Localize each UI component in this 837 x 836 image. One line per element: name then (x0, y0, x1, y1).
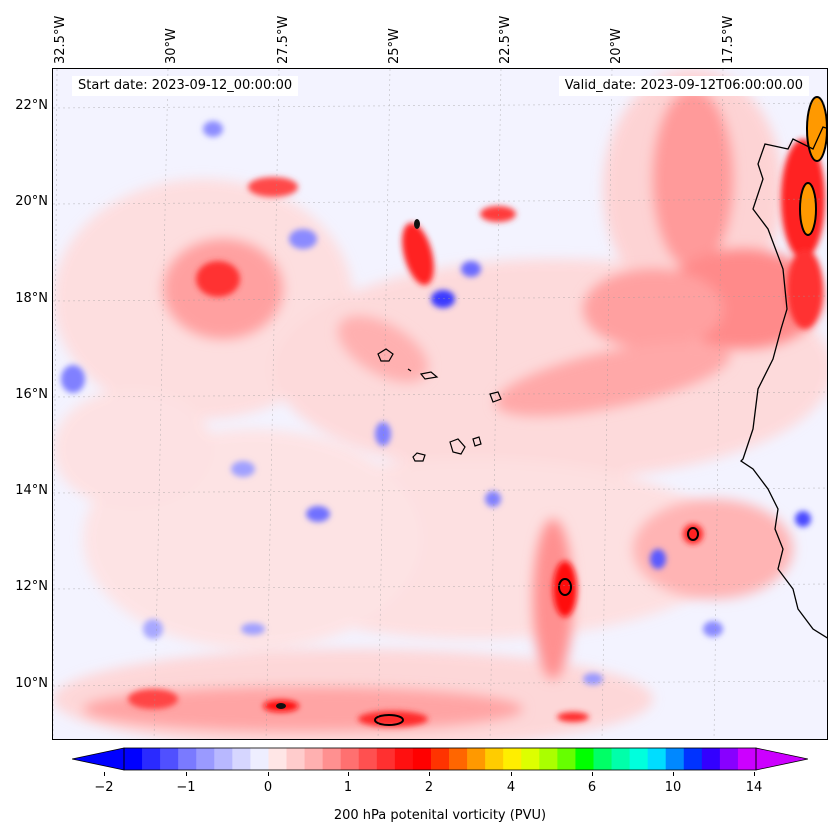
colorbar-segment (521, 748, 540, 770)
colorbar-segment (647, 748, 667, 770)
colorbar-segment (340, 748, 360, 770)
cb-tickmark-14 (754, 772, 755, 776)
cb-tick-2: 2 (424, 780, 434, 795)
colorbar-segment (485, 748, 504, 770)
lon-label-25w: 25°W (387, 28, 402, 64)
cb-tickmark-10 (673, 772, 674, 776)
pv-field-map (53, 69, 827, 739)
colorbar-segment (322, 748, 342, 770)
cb-tickmark-2 (429, 772, 430, 776)
colorbar-segment (629, 748, 649, 770)
colorbar-label: 200 hPa potenital vorticity (PVU) (333, 808, 547, 823)
cb-tick-14: 14 (745, 780, 763, 795)
colorbar-segment (268, 748, 288, 770)
lat-label-22n: 22°N (15, 98, 48, 113)
lon-label-27-5w: 27.5°W (276, 15, 291, 64)
colorbar-segment (394, 748, 414, 770)
lon-label-17-5w: 17.5°W (721, 15, 736, 64)
cb-tickmark-neg1 (186, 772, 187, 776)
colorbar-segment (701, 748, 721, 770)
colorbar-segment (214, 748, 233, 770)
colorbar-segment (304, 748, 324, 770)
cb-tick-0: 0 (263, 780, 273, 795)
cb-tickmark-0 (268, 772, 269, 776)
colorbar-segment (160, 748, 179, 770)
cape-verde-islands (377, 348, 502, 462)
colorbar-segment (412, 748, 432, 770)
lon-label-20w: 20°W (609, 28, 624, 64)
cb-tick-neg1: −1 (176, 780, 196, 795)
colorbar-max-extend (755, 747, 808, 771)
colorbar-min-extend (72, 747, 125, 771)
cb-tick-10: 10 (664, 780, 682, 795)
cb-tick-neg2: −2 (94, 780, 114, 795)
pv-medium-bands (83, 89, 823, 731)
colorbar-segment (250, 748, 270, 770)
colorbar-segment (142, 748, 161, 770)
colorbar-segment (376, 748, 396, 770)
pv-orange-maxima (276, 96, 827, 726)
colorbar-segment (719, 748, 739, 770)
cb-tickmark-1 (348, 772, 349, 776)
lon-label-22-5w: 22.5°W (498, 15, 513, 64)
lat-label-10n: 10°N (15, 676, 48, 691)
lat-label-12n: 12°N (15, 579, 48, 594)
lat-label-14n: 14°N (15, 483, 48, 498)
colorbar-segment (575, 748, 595, 770)
map-gridlines (53, 69, 827, 739)
colorbar-segment (467, 748, 486, 770)
pv-colorbar (72, 747, 808, 771)
cb-tick-4: 4 (506, 780, 516, 795)
valid-date-label: Valid_date: 2023-09-12T06:00:00.00 (558, 76, 809, 96)
cb-tickmark-4 (511, 772, 512, 776)
colorbar-segments (72, 747, 808, 771)
cb-tick-1: 1 (343, 780, 353, 795)
colorbar-segment (232, 748, 251, 770)
cb-tickmark-6 (592, 772, 593, 776)
lat-label-18n: 18°N (15, 291, 48, 306)
colorbar-segment (557, 748, 577, 770)
colorbar-segment (593, 748, 613, 770)
colorbar-segment (124, 748, 143, 770)
map-panel (52, 68, 828, 740)
lon-label-30w: 30°W (164, 28, 179, 64)
colorbar-segment (430, 748, 450, 770)
lat-label-16n: 16°N (15, 387, 48, 402)
lon-label-32-5w: 32.5°W (53, 15, 68, 64)
cb-tick-6: 6 (587, 780, 597, 795)
lat-label-20n: 20°N (15, 194, 48, 209)
colorbar-segment (286, 748, 306, 770)
colorbar-segment (503, 748, 522, 770)
colorbar-segment (611, 748, 631, 770)
africa-coastline (739, 126, 827, 639)
colorbar-segment (358, 748, 378, 770)
colorbar-outline (123, 747, 757, 771)
colorbar-segment (178, 748, 197, 770)
colorbar-segment (683, 748, 703, 770)
start-date-label: Start date: 2023-09-12_00:00:00 (72, 76, 299, 96)
colorbar-segment (665, 748, 685, 770)
colorbar-segment (539, 748, 558, 770)
pv-blue-minima (61, 121, 811, 685)
cb-tickmark-neg2 (104, 772, 105, 776)
colorbar-segment (737, 748, 757, 770)
colorbar-segment (449, 748, 468, 770)
colorbar-segment (196, 748, 215, 770)
